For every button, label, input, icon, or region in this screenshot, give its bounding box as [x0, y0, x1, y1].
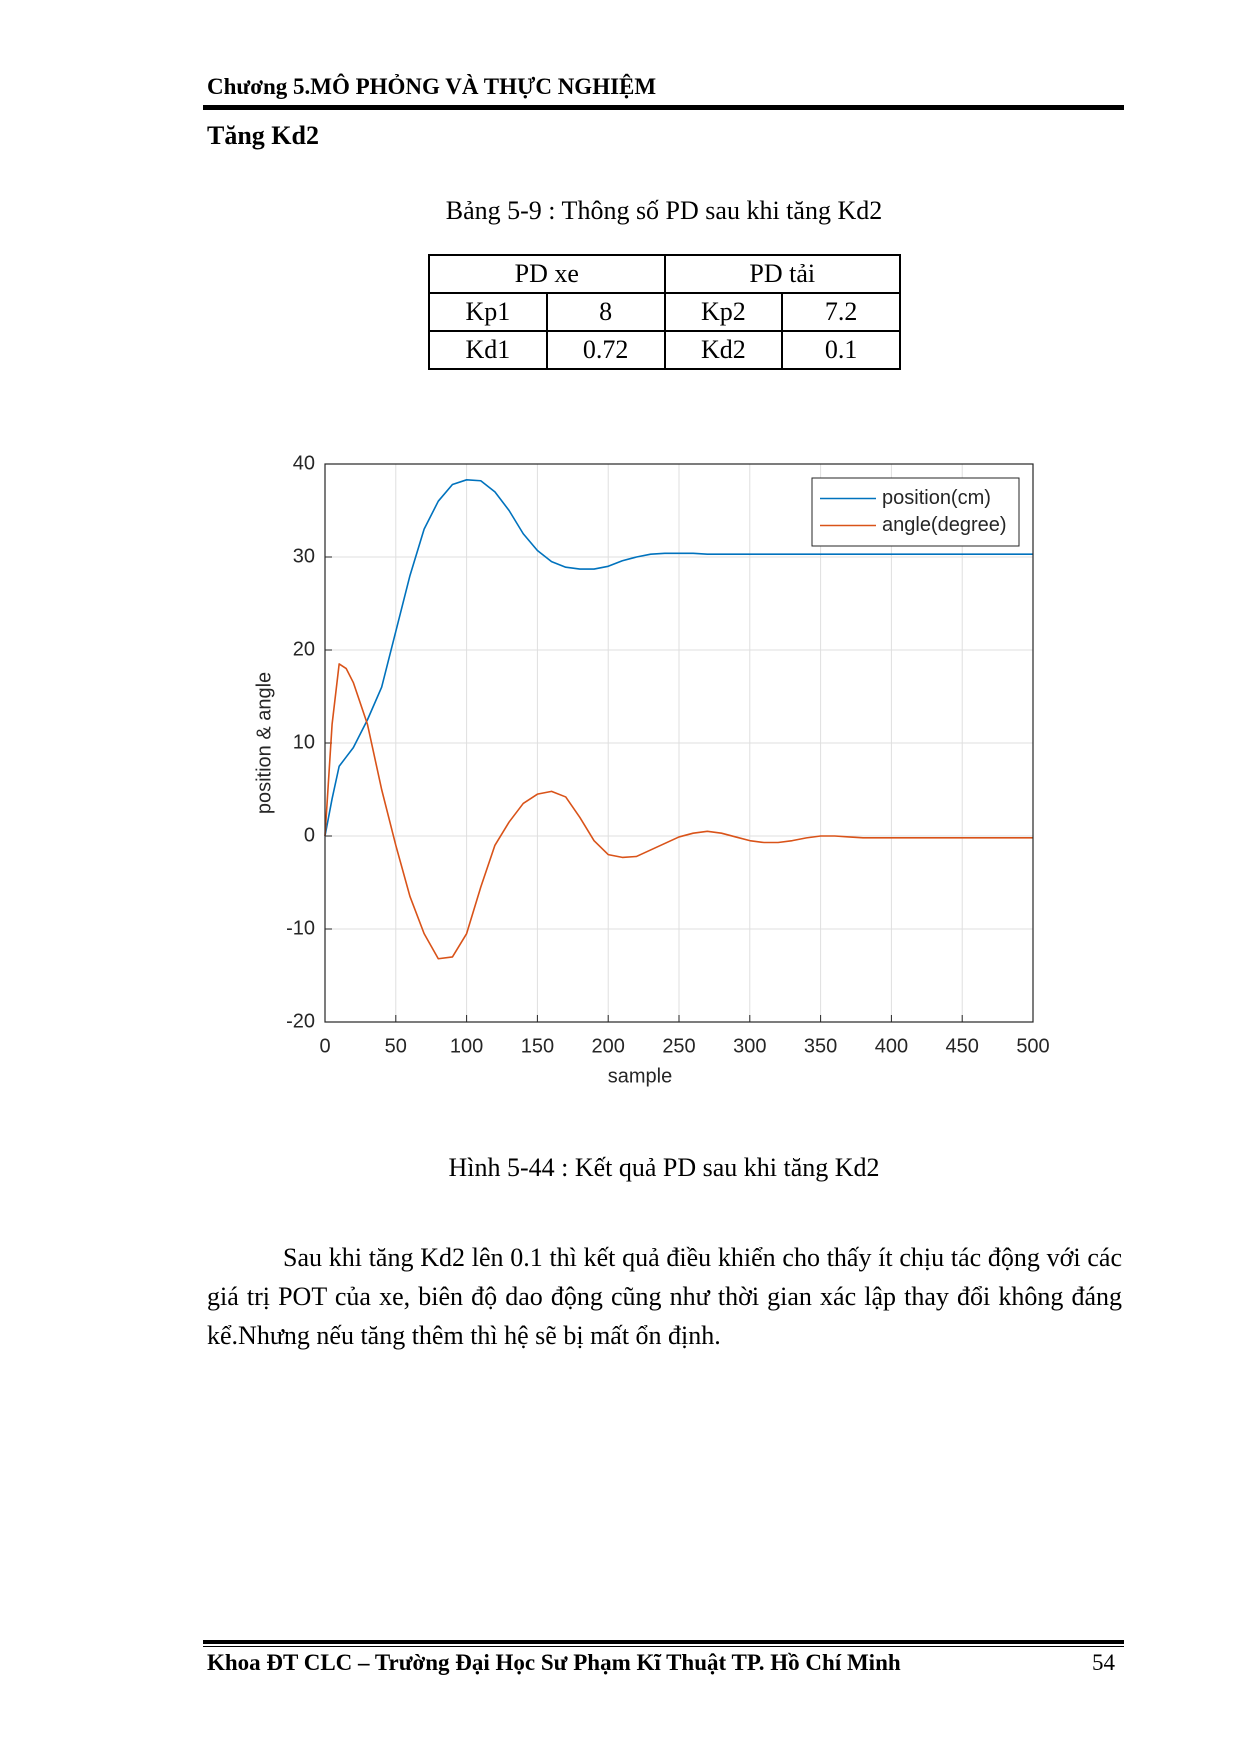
table-cell: Kd1 [428, 330, 548, 370]
figure-caption: Hình 5-44 : Kết quả PD sau khi tăng Kd2 [448, 1153, 880, 1182]
x-tick-label: 450 [946, 1035, 979, 1057]
table-header: PD tải [663, 254, 901, 294]
footer-text: Khoa ĐT CLC – Trường Đại Học Sư Phạm Kĩ … [207, 1650, 901, 1675]
y-tick-label: 30 [293, 545, 315, 567]
x-tick-label: 50 [385, 1035, 407, 1057]
x-tick-label: 300 [733, 1035, 766, 1057]
data-line [324, 479, 1033, 837]
x-tick-label: 0 [319, 1035, 330, 1057]
paragraph: Sau khi tăng Kd2 lên 0.1 thì kết quả điề… [207, 1243, 1122, 1350]
plot-frame [324, 463, 1034, 1023]
y-tick-label: 40 [293, 452, 315, 474]
x-axis-label: sample [608, 1065, 672, 1087]
table-cell: 8 [545, 292, 666, 332]
parameter-table: PD xe PD tải Kp1 8 Kp2 7.2 Kd1 0.72 Kd2 … [428, 254, 901, 370]
x-tick-label: 250 [662, 1035, 695, 1057]
x-tick-label: 400 [875, 1035, 908, 1057]
x-tick-label: 100 [450, 1035, 483, 1057]
table-cell: 0.72 [545, 330, 666, 370]
section-title: Tăng Kd2 [207, 121, 319, 150]
table-caption: Bảng 5-9 : Thông số PD sau khi tăng Kd2 [445, 196, 883, 225]
table-row: Kd1 0.72 Kd2 0.1 [428, 330, 901, 370]
x-tick-label: 350 [804, 1035, 837, 1057]
header-rule [203, 105, 1124, 110]
table-cell: Kp2 [663, 292, 784, 332]
x-tick-label: 200 [592, 1035, 625, 1057]
y-tick-label: 10 [293, 731, 315, 753]
y-axis-label: position & angle [253, 672, 275, 814]
table-header: PD xe [428, 254, 666, 294]
y-tick-label: 0 [304, 824, 315, 846]
table-cell: Kd2 [663, 330, 784, 370]
chapter-header: Chương 5.MÔ PHỎNG VÀ THỰC NGHIỆM [207, 74, 657, 99]
y-tick-label: -20 [286, 1010, 315, 1032]
table-cell: 0.1 [781, 330, 901, 370]
chart: sample position & angle 0 50 100 150 200 250 3… [253, 452, 1049, 1087]
table-cell: 7.2 [781, 292, 901, 332]
page-number: 54 [1092, 1650, 1115, 1675]
table-row: Kp1 8 Kp2 7.2 [428, 292, 901, 332]
legend-label: position(cm) [882, 487, 991, 509]
footer-rule [203, 1640, 1124, 1644]
x-tick-label: 500 [1016, 1035, 1049, 1057]
table-cell: Kp1 [428, 292, 548, 332]
data-line [324, 663, 1033, 960]
table-header-row: PD xe PD tải [428, 254, 901, 294]
x-tick-label: 150 [521, 1035, 554, 1057]
legend-label: angle(degree) [882, 514, 1007, 536]
legend-box [811, 477, 1020, 547]
y-tick-label: -10 [286, 917, 315, 939]
footer-rule [203, 1646, 1124, 1647]
y-tick-label: 20 [293, 638, 315, 660]
